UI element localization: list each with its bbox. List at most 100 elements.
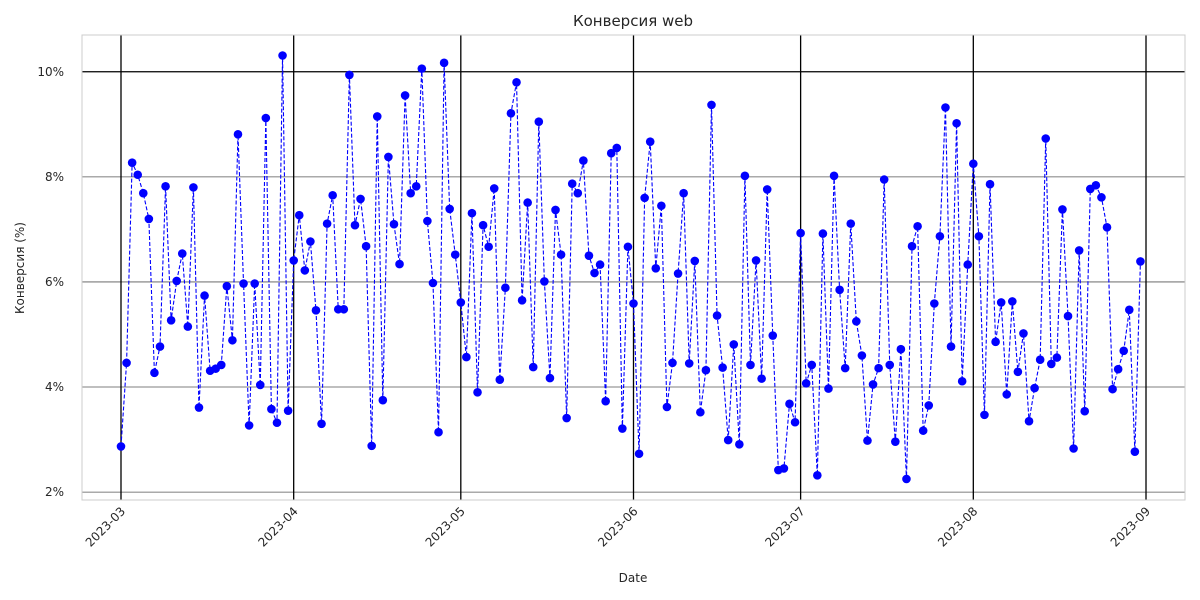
data-point bbox=[857, 351, 867, 360]
data-point bbox=[696, 407, 705, 417]
data-point bbox=[985, 179, 995, 189]
data-point bbox=[361, 241, 371, 251]
data-point bbox=[969, 159, 978, 169]
data-point bbox=[161, 182, 170, 191]
data-point bbox=[584, 251, 594, 260]
x-tick-label: 2023-09 bbox=[1108, 504, 1153, 549]
data-point bbox=[902, 474, 911, 484]
data-point bbox=[356, 194, 365, 204]
data-point bbox=[684, 359, 694, 368]
data-point bbox=[194, 403, 204, 412]
data-point bbox=[746, 360, 755, 370]
data-point bbox=[283, 406, 293, 415]
x-tick-label: 2023-06 bbox=[595, 504, 640, 549]
data-point bbox=[935, 231, 945, 241]
data-point bbox=[512, 77, 521, 87]
data-point bbox=[629, 299, 638, 308]
data-point bbox=[406, 188, 415, 198]
data-point bbox=[1013, 367, 1023, 377]
data-point bbox=[1041, 134, 1051, 143]
y-tick-label: 8% bbox=[45, 170, 64, 184]
data-point bbox=[668, 358, 677, 368]
data-point bbox=[879, 175, 889, 184]
data-point bbox=[1024, 416, 1034, 426]
data-point bbox=[350, 220, 360, 230]
data-point bbox=[907, 241, 917, 251]
data-point bbox=[863, 436, 872, 445]
data-point bbox=[1130, 447, 1140, 456]
data-point bbox=[896, 344, 906, 354]
data-point bbox=[840, 363, 850, 373]
data-point bbox=[673, 269, 683, 278]
x-tick-label: 2023-05 bbox=[423, 504, 468, 549]
data-point bbox=[824, 384, 833, 393]
data-point bbox=[562, 413, 571, 423]
data-point bbox=[261, 113, 271, 123]
data-point bbox=[601, 396, 610, 406]
data-point bbox=[545, 373, 555, 383]
data-point bbox=[1102, 223, 1112, 232]
data-point bbox=[428, 278, 438, 288]
y-axis-label: Конверсия (%) bbox=[13, 222, 27, 314]
data-point bbox=[272, 418, 282, 428]
data-point bbox=[551, 205, 560, 215]
data-point bbox=[289, 256, 298, 265]
y-tick-label: 10% bbox=[37, 65, 64, 79]
data-point bbox=[250, 279, 259, 288]
data-point bbox=[506, 108, 516, 118]
data-point bbox=[701, 365, 711, 375]
data-point bbox=[768, 331, 778, 340]
data-point bbox=[177, 249, 187, 258]
series-line-group bbox=[120, 55, 1141, 480]
data-point bbox=[1108, 384, 1117, 394]
data-point bbox=[785, 399, 794, 409]
data-point bbox=[166, 316, 176, 325]
data-point bbox=[651, 263, 661, 273]
data-point bbox=[244, 421, 254, 430]
data-point bbox=[484, 242, 493, 252]
data-point bbox=[891, 437, 900, 446]
data-point bbox=[189, 183, 198, 192]
data-point bbox=[567, 179, 577, 188]
x-tick-label: 2023-07 bbox=[762, 504, 807, 549]
data-point bbox=[974, 231, 984, 241]
data-point bbox=[996, 298, 1006, 307]
data-point bbox=[389, 219, 399, 229]
data-point bbox=[127, 158, 137, 167]
data-point bbox=[952, 118, 961, 128]
data-point bbox=[963, 260, 973, 269]
data-point bbox=[311, 306, 321, 315]
x-axis-label: Date bbox=[619, 571, 648, 585]
data-point bbox=[712, 311, 722, 320]
data-point bbox=[456, 298, 466, 307]
data-point bbox=[1091, 180, 1101, 190]
data-point bbox=[801, 379, 811, 388]
data-point bbox=[267, 404, 276, 414]
data-point bbox=[579, 156, 588, 165]
data-point bbox=[328, 190, 337, 200]
data-point bbox=[523, 198, 532, 207]
data-point bbox=[255, 380, 265, 390]
data-point bbox=[1080, 406, 1090, 416]
data-point bbox=[439, 58, 449, 68]
data-point bbox=[634, 449, 644, 459]
data-point bbox=[657, 201, 666, 211]
y-tick-labels: 2% 4% 6% 8% 10% bbox=[37, 65, 64, 499]
data-point bbox=[874, 363, 883, 373]
data-point bbox=[590, 268, 599, 278]
data-point bbox=[618, 424, 627, 433]
data-point bbox=[1035, 355, 1045, 365]
data-point bbox=[228, 335, 237, 345]
gridlines bbox=[82, 35, 1185, 500]
data-point bbox=[294, 210, 304, 220]
data-point bbox=[1052, 353, 1062, 362]
data-point bbox=[528, 362, 538, 372]
data-point bbox=[133, 170, 143, 180]
data-point bbox=[640, 193, 649, 203]
data-point bbox=[645, 137, 655, 146]
data-point bbox=[757, 374, 766, 383]
data-point bbox=[122, 358, 131, 368]
data-point bbox=[478, 220, 488, 230]
data-point bbox=[400, 91, 410, 100]
